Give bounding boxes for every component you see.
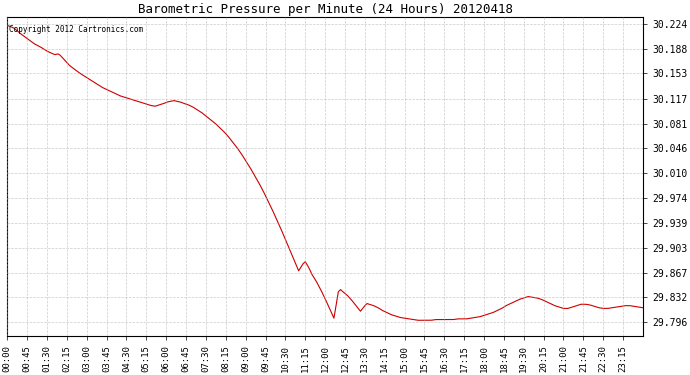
Text: Copyright 2012 Cartronics.com: Copyright 2012 Cartronics.com <box>9 25 144 34</box>
Title: Barometric Pressure per Minute (24 Hours) 20120418: Barometric Pressure per Minute (24 Hours… <box>137 3 513 16</box>
